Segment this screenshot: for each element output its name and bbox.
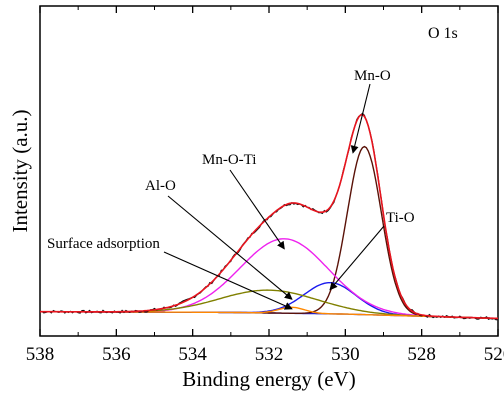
- x-tick-label-4: 530: [331, 344, 360, 365]
- x-axis-title: Binding energy (eV): [182, 367, 355, 391]
- x-tick-label-6: 526: [484, 344, 504, 365]
- annotation-arrow-2: [167, 195, 293, 300]
- annotation-al-o: Al-O: [145, 178, 176, 194]
- y-axis-title: Intensity (a.u.): [8, 109, 32, 232]
- annotation-mn-o: Mn-O: [354, 68, 391, 84]
- annotation-arrow-0: [350, 83, 371, 154]
- x-tick-label-0: 538: [26, 344, 55, 365]
- annotation-arrow-4: [163, 251, 293, 310]
- annotation-arrows: [163, 83, 385, 310]
- fitted-envelope: [40, 113, 499, 320]
- annotation-arrow-1: [229, 169, 285, 250]
- panel-label: O 1s: [428, 25, 458, 42]
- x-tick-label-5: 528: [407, 344, 436, 365]
- plot-frame: [39, 5, 499, 337]
- annotation-ti-o: Ti-O: [386, 210, 415, 226]
- x-tick-label-1: 536: [102, 344, 131, 365]
- x-tick-label-2: 534: [178, 344, 207, 365]
- annotation-surface-adsorption: Surface adsorption: [47, 236, 160, 252]
- component-curve-0: [40, 145, 499, 320]
- x-axis-ticks: 538 536 534 532 530 528 526: [26, 6, 504, 365]
- x-tick-label-3: 532: [255, 344, 284, 365]
- curves-layer: [39, 112, 499, 321]
- annotation-arrow-3: [329, 225, 385, 291]
- annotation-mn-o-ti: Mn-O-Ti: [202, 152, 256, 168]
